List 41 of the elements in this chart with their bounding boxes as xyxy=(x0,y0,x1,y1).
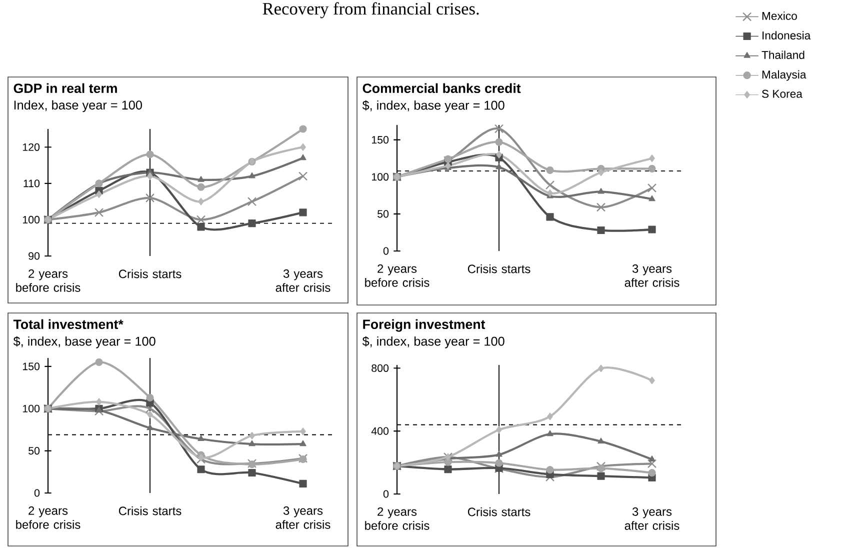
y-tick-label: 110 xyxy=(24,180,40,188)
x-tick-label: Crisis starts xyxy=(468,507,530,516)
y-tick-label: 100 xyxy=(22,404,40,412)
y-tick-label: 0 xyxy=(34,489,40,497)
x-tick-label: 3 years after crisis xyxy=(624,264,680,287)
y-tick-label: 100 xyxy=(22,216,40,224)
x-tick-label: Crisis starts xyxy=(118,506,182,516)
y-tick-label: 800 xyxy=(372,364,389,372)
legend-label: S Korea xyxy=(762,90,802,98)
chart-subtitle: $, index, base year = 100 xyxy=(362,100,504,112)
x-tick-label: 3 years after crisis xyxy=(624,507,680,530)
chart-title: Total investment* xyxy=(13,319,124,330)
x-tick-label: Crisis starts xyxy=(118,269,182,278)
y-tick-label: 150 xyxy=(372,136,389,144)
text: Recovery from financial crises. xyxy=(262,2,479,18)
x-tick-label: 2 years before crisis xyxy=(16,506,80,529)
y-tick-label: 400 xyxy=(371,427,389,435)
y-tick-label: 0 xyxy=(383,490,389,498)
x-tick-label: 2 years before crisis xyxy=(16,269,80,292)
legend-label: Thailand xyxy=(762,50,804,60)
x-tick-label: 2 years before crisis xyxy=(365,507,430,530)
chart-subtitle: $, index, base year = 100 xyxy=(362,336,504,348)
y-tick-label: 120 xyxy=(22,143,40,151)
legend-label: Indonesia xyxy=(762,31,811,40)
legend-label: Malaysia xyxy=(762,70,806,81)
legend-label: Mexico xyxy=(762,12,797,20)
y-tick-label: 100 xyxy=(372,173,389,181)
chart-title: Foreign investment xyxy=(363,319,486,332)
y-tick-label: 90 xyxy=(28,252,40,260)
y-tick-label: 50 xyxy=(28,447,40,455)
x-tick-label: Crisis starts xyxy=(468,264,530,274)
x-tick-label: 3 years after crisis xyxy=(276,269,330,292)
chart-subtitle: Index, base year = 100 xyxy=(14,100,142,112)
chart-title: GDP in real term xyxy=(14,83,117,94)
y-tick-label: 150 xyxy=(22,362,40,370)
x-tick-label: 3 years after crisis xyxy=(276,506,330,529)
y-tick-label: 0 xyxy=(383,247,389,255)
chart-title: Commercial banks credit xyxy=(362,83,521,94)
x-tick-label: 2 years before crisis xyxy=(365,264,430,287)
chart-subtitle: $, index, base year = 100 xyxy=(13,336,156,348)
y-tick-label: 50 xyxy=(378,210,389,218)
